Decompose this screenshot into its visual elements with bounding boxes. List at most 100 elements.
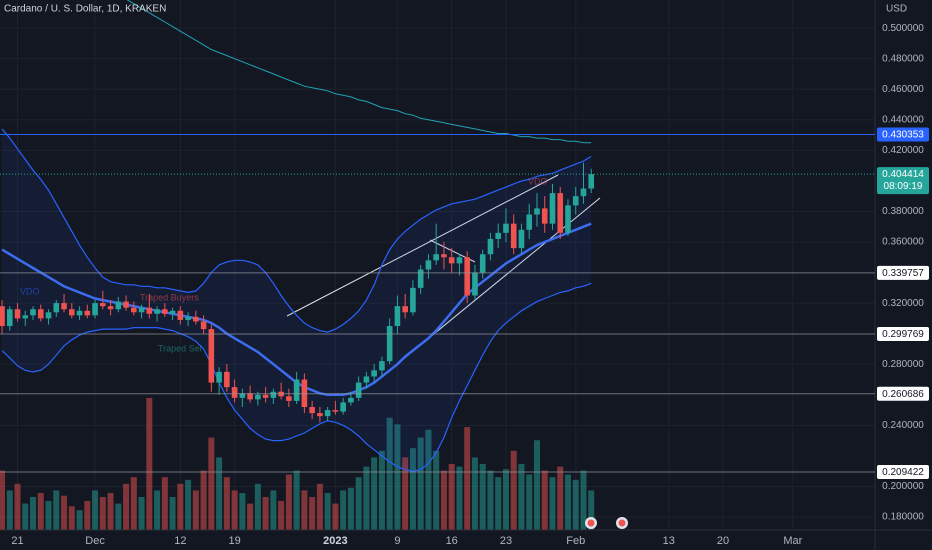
- candle-body: [394, 306, 401, 327]
- candle-body: [76, 310, 83, 316]
- candle-body: [425, 260, 432, 270]
- level-label-box: [877, 327, 929, 342]
- candle-body: [363, 376, 370, 383]
- candle-body: [317, 413, 323, 417]
- candle-body: [92, 303, 98, 316]
- volume-bar: [402, 457, 409, 530]
- volume-bar: [208, 437, 215, 530]
- volume-bar: [549, 477, 556, 530]
- volume-bar: [107, 493, 114, 530]
- volume-bar: [425, 429, 432, 530]
- volume-bar: [154, 490, 161, 530]
- candle-body: [68, 309, 75, 316]
- currency: USD: [886, 4, 907, 15]
- annotation: VDO: [20, 286, 40, 296]
- volume-bar: [541, 470, 548, 530]
- volume-bar: [30, 497, 37, 530]
- y-tick-label: 0.500000: [882, 23, 924, 34]
- volume-bar: [177, 483, 184, 530]
- volume-bar: [6, 490, 13, 530]
- x-tick-label: 16: [446, 535, 458, 547]
- volume-bar: [192, 490, 199, 530]
- x-tick-label: 21: [11, 535, 23, 547]
- volume-bar: [169, 497, 176, 530]
- candle-body: [309, 407, 315, 414]
- volume-bar: [417, 437, 424, 530]
- volume-bar: [557, 466, 564, 530]
- candle-body: [324, 410, 331, 417]
- level-label-box: [877, 465, 929, 480]
- volume-bar: [231, 490, 238, 530]
- level-label-box: [877, 265, 929, 280]
- candle-body: [200, 321, 207, 330]
- candle-body: [433, 254, 439, 261]
- volume-bar: [479, 464, 486, 530]
- volume-bar: [239, 493, 246, 530]
- y-tick-label: 0.380000: [882, 206, 924, 217]
- volume-bar: [378, 450, 385, 530]
- volume-bar: [254, 483, 261, 530]
- volume-bar: [223, 477, 230, 530]
- level-label-box: [877, 127, 929, 142]
- volume-bar: [123, 483, 130, 530]
- candle-body: [123, 301, 129, 308]
- x-tick-label: Dec: [85, 535, 105, 547]
- x-tick-label: 20: [717, 535, 729, 547]
- volume-bar: [440, 470, 447, 530]
- plot-area: [0, 0, 601, 530]
- candle-body: [115, 301, 122, 310]
- x-tick-label: Mar: [783, 535, 802, 547]
- candle-body: [0, 306, 5, 327]
- candle-body: [518, 229, 525, 249]
- y-tick-label: 0.360000: [882, 237, 924, 248]
- candle-body: [208, 329, 215, 383]
- candle-body: [417, 269, 424, 288]
- candle-body: [262, 394, 269, 398]
- volume-bar: [332, 503, 339, 530]
- candle-body: [162, 309, 168, 314]
- volume-bar: [456, 466, 463, 530]
- candle-body: [293, 379, 300, 401]
- volume-bar: [14, 483, 21, 530]
- candle-body: [348, 397, 354, 403]
- y-tick-label: 0.240000: [882, 420, 924, 431]
- volume-bar: [45, 500, 52, 530]
- candle-body: [138, 307, 145, 313]
- bollinger-upper: [1, 128, 592, 333]
- candle-body: [549, 193, 556, 224]
- candle-body: [386, 326, 393, 362]
- moving-average: [126, 0, 592, 144]
- annotation: Traped Buyers: [140, 292, 199, 302]
- candle-body: [224, 371, 230, 388]
- bollinger-fill: [2, 128, 592, 472]
- volume-bar: [409, 448, 416, 530]
- volume-bar: [347, 487, 354, 530]
- candle-body: [231, 387, 238, 398]
- volume-bar: [115, 503, 122, 530]
- volume-bar: [309, 497, 316, 530]
- volume-bar: [464, 427, 471, 530]
- candle-body: [572, 196, 579, 206]
- candle-body: [169, 310, 176, 314]
- y-tick-label: 0.420000: [882, 145, 924, 156]
- candle-body: [495, 232, 502, 239]
- volume-bar: [185, 479, 192, 530]
- candle-body: [565, 205, 571, 233]
- candle-body: [456, 257, 463, 264]
- volume-bar: [564, 474, 571, 530]
- y-tick-label: 0.320000: [882, 298, 924, 309]
- volume-bar: [278, 500, 285, 530]
- x-tick-label: 9: [394, 535, 400, 547]
- level-label: 0.209422: [882, 467, 924, 478]
- candle-body: [371, 370, 377, 377]
- chart-title: Cardano / U. S. Dollar, 1D, KRAKEN: [4, 4, 166, 15]
- volume-bar: [270, 490, 277, 530]
- volume-bar: [386, 417, 393, 530]
- candle-body: [448, 257, 455, 264]
- candle-body: [472, 272, 478, 296]
- volume-bar: [0, 470, 6, 530]
- last-price-box: [877, 167, 929, 195]
- volume-bar: [518, 464, 525, 530]
- level-label: 0.299769: [882, 329, 924, 340]
